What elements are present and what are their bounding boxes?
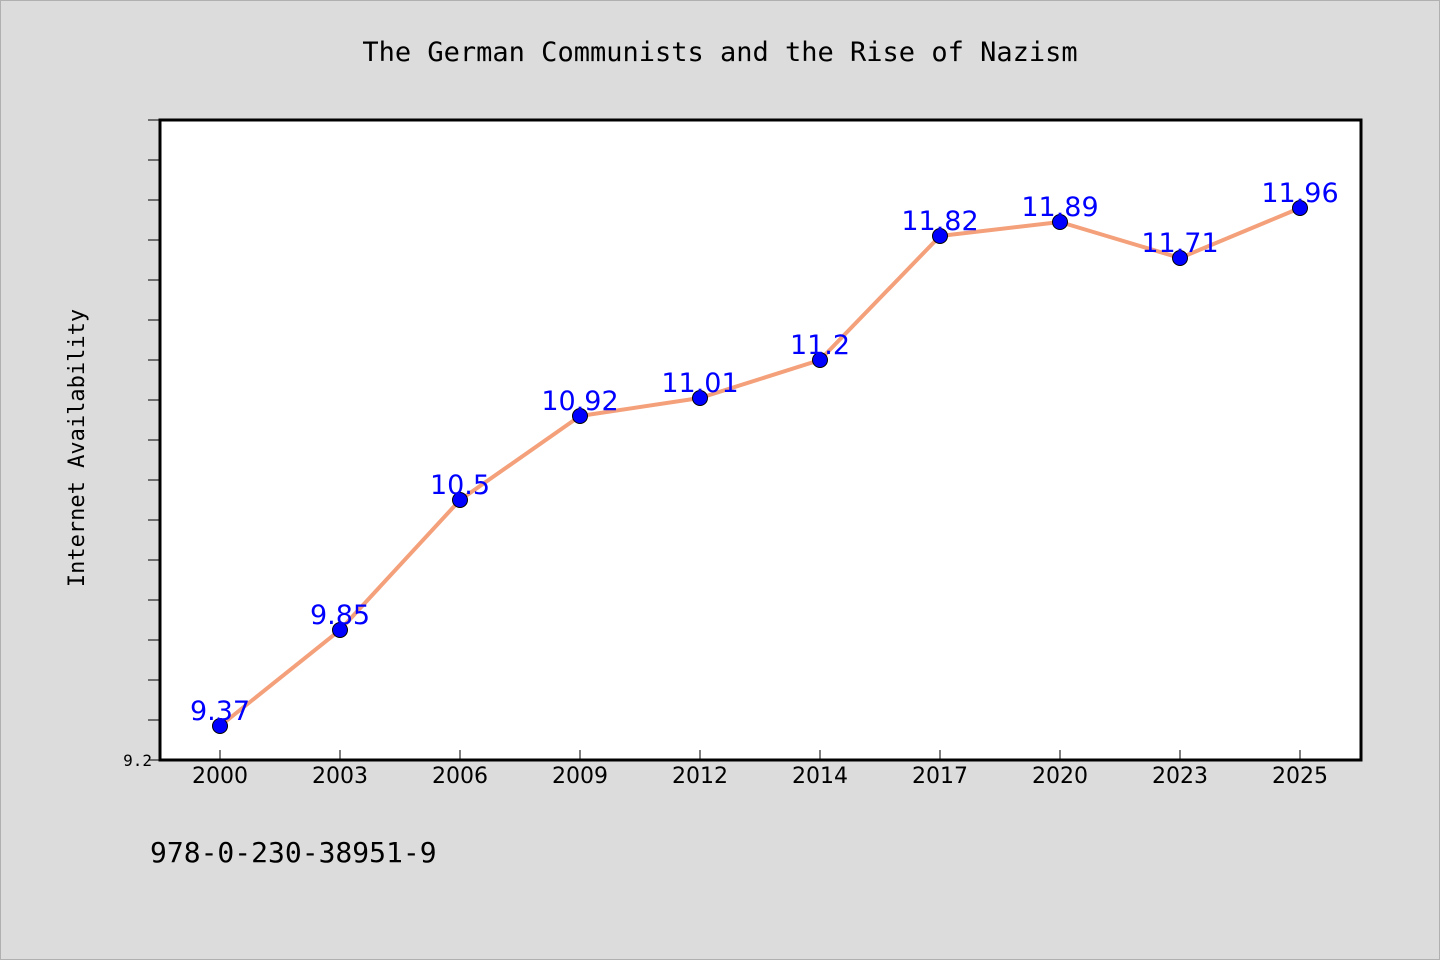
data-label: 10.92 — [541, 386, 618, 417]
data-label: 9.37 — [190, 696, 250, 727]
data-label: 11.2 — [790, 330, 850, 361]
data-markers — [212, 200, 1308, 734]
x-tick-label: 2009 — [552, 764, 608, 789]
isbn-footer: 978-0-230-38951-9 — [150, 836, 437, 869]
data-label: 11.89 — [1021, 192, 1098, 223]
x-tick-label: 2000 — [192, 764, 248, 789]
x-tick-label: 2014 — [792, 764, 848, 789]
data-label: 10.5 — [430, 470, 490, 501]
y-axis-ticks: 9.2 — [123, 119, 160, 770]
data-point — [1052, 214, 1068, 230]
x-tick-label: 2017 — [912, 764, 968, 789]
y-axis-label: Internet Availability — [65, 309, 90, 587]
series-line — [218, 206, 1301, 728]
data-point — [572, 408, 588, 424]
data-point — [1172, 250, 1188, 266]
x-axis-ticks: 2000 2003 2006 2009 2012 2014 2017 2020 2023 2025 — [192, 750, 1328, 789]
x-tick-label: 2020 — [1032, 764, 1088, 789]
data-label: 11.82 — [901, 206, 978, 237]
data-label: 11.71 — [1141, 228, 1218, 259]
data-point — [332, 622, 348, 638]
y-tick-label: 9.2 — [123, 751, 152, 770]
x-tick-label: 2023 — [1152, 764, 1208, 789]
data-point — [1292, 200, 1308, 216]
data-point — [452, 492, 468, 508]
data-labels: 9.37 9.85 10.5 10.92 11.01 11.2 11.82 11.89 11.7… — [190, 178, 1339, 727]
x-tick-label: 2025 — [1272, 764, 1328, 789]
data-point — [932, 228, 948, 244]
chart-title: The German Communists and the Rise of Na… — [362, 37, 1077, 68]
data-point — [212, 718, 228, 734]
plot-area — [158, 118, 1363, 762]
x-tick-label: 2006 — [432, 764, 488, 789]
data-point — [692, 390, 708, 406]
data-point — [812, 352, 828, 368]
x-tick-label: 2012 — [672, 764, 728, 789]
data-label: 11.01 — [661, 368, 738, 399]
data-label: 11.96 — [1261, 178, 1338, 209]
data-label: 9.85 — [310, 600, 370, 631]
x-tick-label: 2003 — [312, 764, 368, 789]
